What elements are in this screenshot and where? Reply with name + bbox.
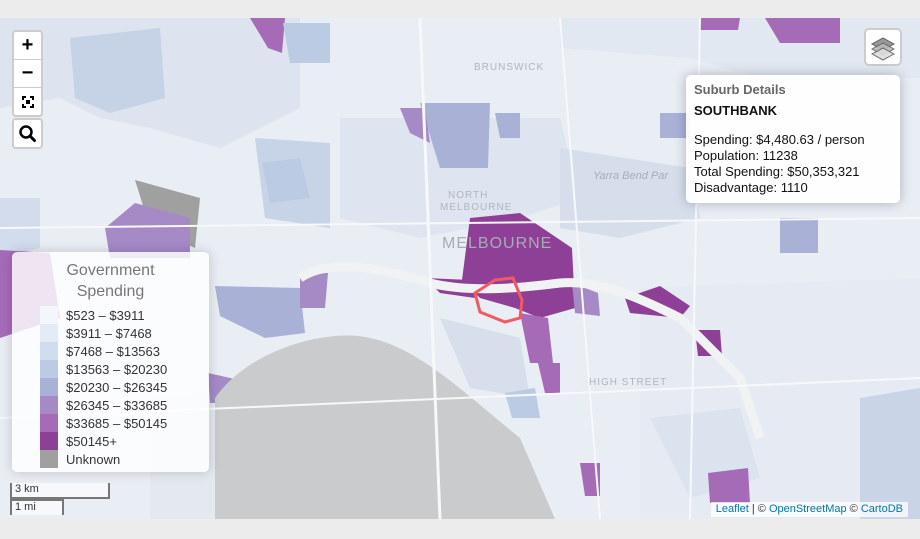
legend-label: $3911 – $7468 xyxy=(66,325,152,341)
legend-items: $523 – $3911 $3911 – $7468 $7468 – $13563 $… xyxy=(40,306,199,468)
openstreetmap-link[interactable]: OpenStreetMap xyxy=(768,503,847,515)
legend-swatch xyxy=(40,306,58,324)
legend-swatch xyxy=(40,342,58,360)
legend-label: $7468 – $13563 xyxy=(66,343,160,359)
place-label-high-street: HIGH STREET xyxy=(589,377,668,388)
legend-swatch xyxy=(40,414,58,432)
legend-label: $13563 – $20230 xyxy=(66,361,168,377)
zoom-out-button[interactable]: − xyxy=(14,60,41,88)
leaflet-link[interactable]: Leaflet xyxy=(715,503,749,515)
zoom-controls: + − xyxy=(12,30,43,117)
info-heading: Suburb Details xyxy=(694,82,786,97)
legend-item: $523 – $3911 xyxy=(40,306,199,324)
legend-swatch xyxy=(40,378,58,396)
attribution-separator-2: © xyxy=(846,503,861,515)
cartodb-link[interactable]: CartoDB xyxy=(860,503,903,515)
legend-swatch xyxy=(40,396,58,414)
legend-swatch xyxy=(40,324,58,342)
legend-item: $50145+ xyxy=(40,432,199,450)
place-label-melbourne: MELBOURNE xyxy=(442,235,553,252)
info-disadvantage: Disadvantage: 1110 xyxy=(694,180,808,195)
legend-item: $3911 – $7468 xyxy=(40,324,199,342)
legend-item: $26345 – $33685 xyxy=(40,396,199,414)
info-total-spending: Total Spending: $50,353,321 xyxy=(694,164,860,179)
legend-item: $13563 – $20230 xyxy=(40,360,199,378)
zoom-in-button[interactable]: + xyxy=(14,32,41,60)
scale-bar-km: 3 km xyxy=(10,483,110,499)
legend-swatch xyxy=(40,450,58,468)
layers-icon xyxy=(870,37,896,61)
legend-label: $26345 – $33685 xyxy=(66,397,168,413)
fullscreen-icon xyxy=(21,95,34,108)
place-label-north-melbourne: MELBOURNE xyxy=(440,202,513,213)
legend-item: Unknown xyxy=(40,450,199,468)
legend-swatch xyxy=(40,432,58,450)
attribution-separator: | © xyxy=(748,503,769,515)
attribution: Leaflet | © OpenStreetMap © CartoDB xyxy=(710,502,908,517)
legend-item: $20230 – $26345 xyxy=(40,378,199,396)
search-icon xyxy=(19,125,36,142)
legend-title: Government Spending xyxy=(22,260,199,302)
info-suburb-name: SOUTHBANK xyxy=(694,103,778,118)
search-button[interactable] xyxy=(12,118,43,149)
legend: Government Spending $523 – $3911 $3911 – … xyxy=(12,252,209,472)
legend-label: $50145+ xyxy=(66,433,117,449)
place-label-yarra-bend: Yarra Bend Par xyxy=(593,170,669,182)
place-label-brunswick: BRUNSWICK xyxy=(474,62,545,73)
legend-label: $33685 – $50145 xyxy=(66,415,168,431)
legend-label: Unknown xyxy=(66,451,121,467)
selected-suburb-outline xyxy=(473,276,524,324)
legend-label: $20230 – $26345 xyxy=(66,379,168,395)
layers-button[interactable] xyxy=(864,28,902,66)
info-population: Population: 11238 xyxy=(694,148,798,163)
legend-item: $7468 – $13563 xyxy=(40,342,199,360)
legend-label: $523 – $3911 xyxy=(66,307,145,323)
scale-bar-mi: 1 mi xyxy=(10,499,64,515)
place-label-north: NORTH xyxy=(448,190,489,201)
fullscreen-button[interactable] xyxy=(14,88,41,115)
legend-item: $33685 – $50145 xyxy=(40,414,199,432)
legend-swatch xyxy=(40,360,58,378)
legend-title-line1: Government xyxy=(66,262,155,279)
info-spending: Spending: $4,480.63 / person xyxy=(694,132,865,147)
legend-title-line2: Spending xyxy=(76,283,145,300)
suburb-details-panel: Suburb Details SOUTHBANK Spending: $4,48… xyxy=(686,75,900,203)
